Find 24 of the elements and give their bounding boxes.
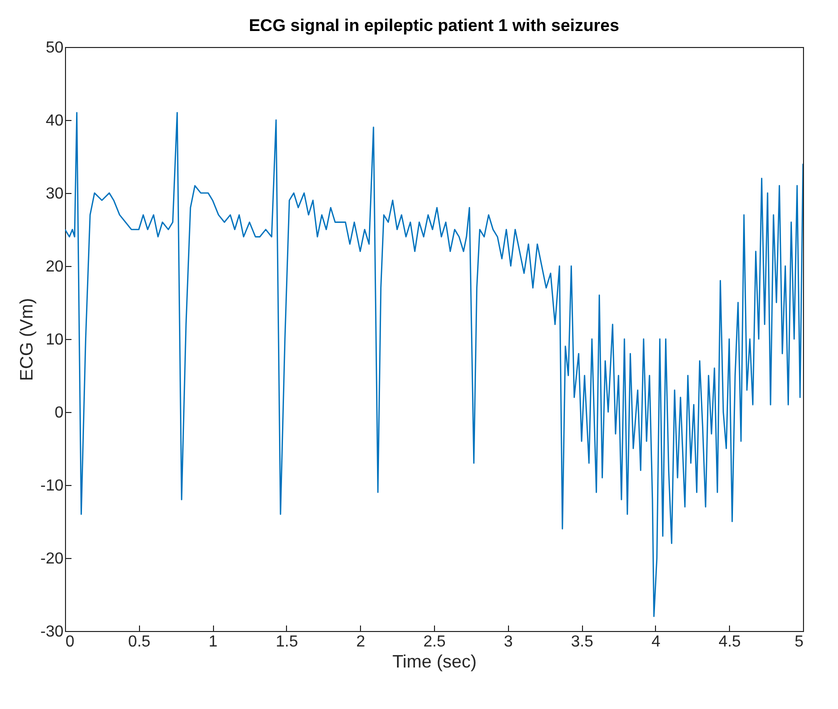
line-series — [65, 112, 803, 618]
y-tick-label: -30 — [40, 624, 64, 640]
x-tick-label: 0 — [66, 634, 74, 650]
x-tick-label: 5 — [794, 634, 804, 650]
y-tick-label: -10 — [40, 478, 64, 494]
y-tick-label: 30 — [46, 186, 64, 202]
x-tick-label: 2.5 — [423, 634, 446, 650]
x-tick-label: 4 — [651, 634, 660, 650]
x-tick-label: 1.5 — [276, 634, 298, 650]
y-tick-label: 20 — [46, 258, 64, 276]
y-tick-label: 0 — [54, 404, 64, 422]
x-tick-label: 3 — [504, 634, 513, 650]
y-tick-label: 50 — [46, 40, 64, 56]
x-tick-label: 2 — [356, 634, 366, 650]
x-tick-label: 3.5 — [570, 634, 594, 650]
x-axis-title: Time (sec) — [392, 652, 477, 672]
y-tick-label: 10 — [46, 332, 64, 348]
x-tick-label: 4.5 — [718, 634, 741, 650]
y-tick-label: 40 — [46, 112, 64, 130]
chart-title: ECG signal in epileptic patient 1 with seizures — [248, 16, 620, 35]
y-axis-title: ECG (Vm) — [16, 298, 36, 381]
y-tick-label: -20 — [40, 550, 64, 568]
x-tick-label: 1 — [208, 634, 218, 650]
x-tick-label: 0.5 — [128, 634, 151, 650]
